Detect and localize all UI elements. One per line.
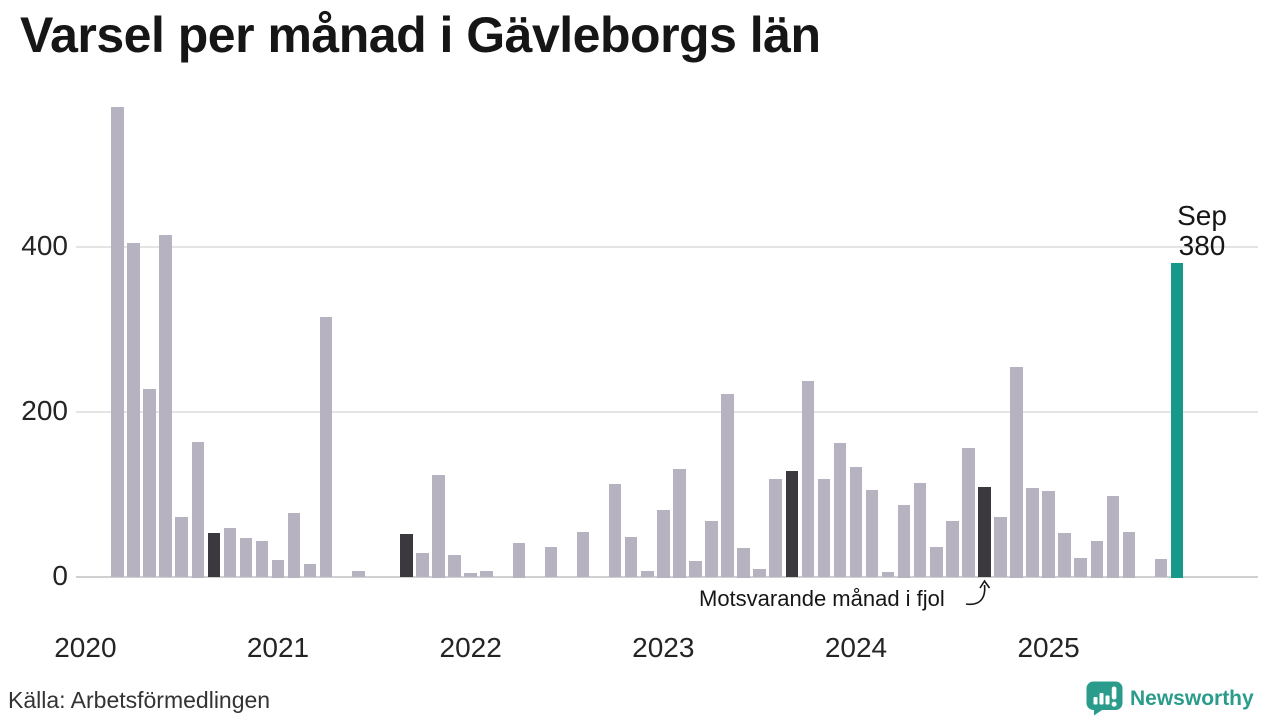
bar-2020-07 xyxy=(175,516,188,578)
bar-2021-09 xyxy=(400,533,413,578)
newsworthy-logo: Newsworthy xyxy=(1086,681,1254,716)
bar-2021-12 xyxy=(448,554,461,578)
bar-2022-04 xyxy=(512,543,526,578)
x-axis-label-2025: 2025 xyxy=(1017,632,1080,663)
bar-2024-03 xyxy=(881,571,895,578)
source-label: Källa: Arbetsförmedlingen xyxy=(8,687,271,713)
bar-2023-05 xyxy=(721,393,734,578)
bar-2023-01 xyxy=(657,510,670,578)
bar-2021-10 xyxy=(416,552,429,578)
bar-2024-12 xyxy=(1026,487,1039,578)
bar-2023-09 xyxy=(785,471,799,578)
bar-2020-05 xyxy=(143,388,156,578)
bar-2023-02 xyxy=(673,468,686,578)
bar-2020-10 xyxy=(223,528,237,578)
bar-2021-02 xyxy=(287,512,301,578)
bar-2023-10 xyxy=(801,381,815,578)
bar-2025-05 xyxy=(1106,496,1120,578)
bar-2024-05 xyxy=(913,482,927,578)
bar-2024-06 xyxy=(930,547,943,578)
y-tick-label: 0 xyxy=(52,560,68,591)
bar-2024-08 xyxy=(962,448,975,578)
highlight-value-label: 380 xyxy=(1178,230,1226,261)
bar-2023-12 xyxy=(833,443,847,578)
bar-2022-12 xyxy=(641,571,654,578)
bar-2025-06 xyxy=(1122,531,1136,578)
bar-2023-06 xyxy=(737,548,750,578)
chart-title: Varsel per månad i Gävleborgs län xyxy=(20,7,821,63)
x-axis-label-2021: 2021 xyxy=(246,632,310,663)
y-tick-label: 400 xyxy=(21,230,68,261)
x-axis-label-2023: 2023 xyxy=(632,632,695,663)
newsworthy-icon xyxy=(1086,681,1123,716)
bar-2021-01 xyxy=(271,559,285,578)
bar-2020-11 xyxy=(239,538,253,578)
x-axis-label-2024: 2024 xyxy=(824,632,888,663)
bar-2024-11 xyxy=(1010,366,1023,578)
bar-2020-03 xyxy=(111,106,124,578)
bar-2024-07 xyxy=(946,520,959,578)
bar-2022-10 xyxy=(608,483,622,578)
bar-2020-12 xyxy=(255,541,269,578)
gridline-200 xyxy=(76,411,1258,413)
highlight-label: Sep 380 xyxy=(1158,201,1246,261)
bar-2025-03 xyxy=(1074,557,1087,578)
bar-2023-03 xyxy=(689,561,702,578)
gridline-400 xyxy=(76,246,1258,248)
bar-2025-01 xyxy=(1042,491,1055,578)
bar-2025-04 xyxy=(1090,540,1104,578)
bar-2021-11 xyxy=(432,474,445,578)
bar-2024-09 xyxy=(978,486,991,578)
bar-2025-09 xyxy=(1170,262,1184,578)
bar-2021-04 xyxy=(319,316,333,578)
bar-2024-01 xyxy=(849,467,863,578)
bar-2020-09 xyxy=(207,533,221,578)
bar-2025-08 xyxy=(1154,558,1168,578)
bar-2023-08 xyxy=(769,478,782,578)
x-axis-label-2020: 2020 xyxy=(54,632,117,663)
bar-2020-08 xyxy=(191,442,205,578)
bar-2022-08 xyxy=(576,532,590,578)
bar-2023-04 xyxy=(705,520,718,578)
newsworthy-wordmark: Newsworthy xyxy=(1130,686,1254,710)
bar-2024-02 xyxy=(865,490,879,578)
bar-2020-06 xyxy=(159,235,172,578)
y-tick-label: 200 xyxy=(21,395,68,426)
bar-2023-11 xyxy=(817,478,831,578)
x-axis-label-2022: 2022 xyxy=(439,632,502,663)
bar-2022-01 xyxy=(464,572,477,578)
bar-2025-02 xyxy=(1058,533,1071,578)
bar-2024-10 xyxy=(994,516,1007,578)
bar-2022-06 xyxy=(544,547,558,578)
highlight-month-label: Sep xyxy=(1177,200,1227,231)
bar-2022-11 xyxy=(624,537,638,578)
bar-2022-02 xyxy=(480,571,493,578)
bar-2020-04 xyxy=(127,242,140,578)
bar-2021-03 xyxy=(303,563,317,578)
annotation-label: Motsvarande månad i fjol xyxy=(699,586,945,611)
bar-2021-06 xyxy=(352,571,365,578)
bar-2023-07 xyxy=(753,568,766,578)
bar-2024-04 xyxy=(897,505,911,578)
